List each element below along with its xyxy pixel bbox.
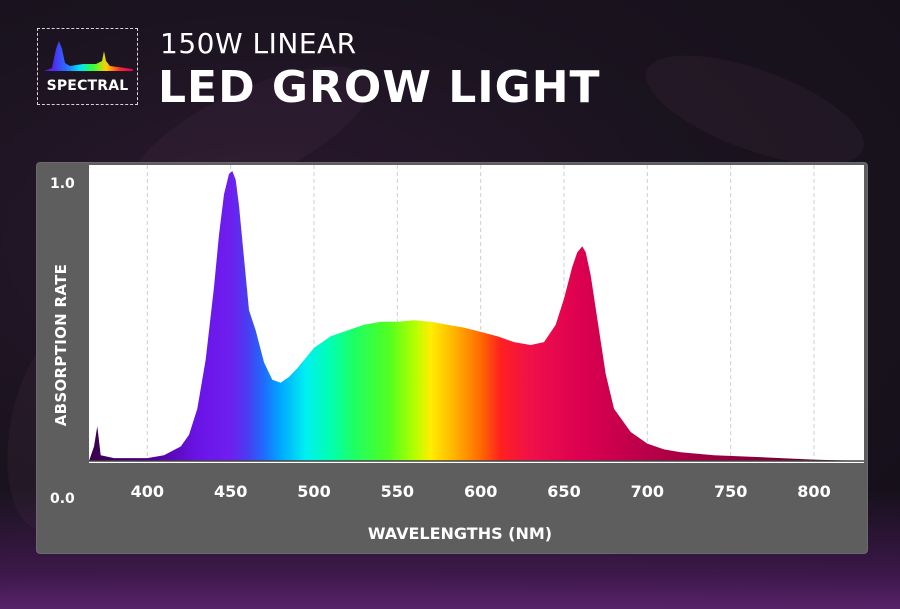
x-tick-label: 650: [547, 482, 581, 501]
spectrum-chart: [89, 165, 864, 462]
x-tick-label: 550: [380, 482, 415, 501]
x-tick-label: 500: [297, 482, 331, 501]
x-tick-label: 800: [797, 482, 831, 501]
page-title: LED GROW LIGHT: [158, 62, 601, 113]
y-axis-label: ABSORPTION RATE: [52, 263, 70, 427]
plot-area: [89, 165, 864, 463]
spectrum-area: [89, 171, 864, 461]
logo-text: SPECTRAL: [46, 78, 129, 94]
x-tick-label: 700: [630, 482, 665, 501]
x-tick-label: 400: [130, 482, 165, 501]
x-tick-label: 750: [713, 482, 748, 501]
spectral-logo: SPECTRAL: [37, 28, 138, 105]
page-subtitle: 150W LINEAR: [160, 27, 357, 60]
y-tick-label-min: 0.0: [50, 491, 75, 507]
spectrum-logo-icon: [44, 41, 133, 71]
y-tick-label-max: 1.0: [50, 176, 75, 192]
x-axis-label: WAVELENGTHS (NM): [367, 524, 553, 543]
x-tick-label: 450: [213, 482, 248, 501]
x-tick-label: 600: [463, 482, 498, 501]
